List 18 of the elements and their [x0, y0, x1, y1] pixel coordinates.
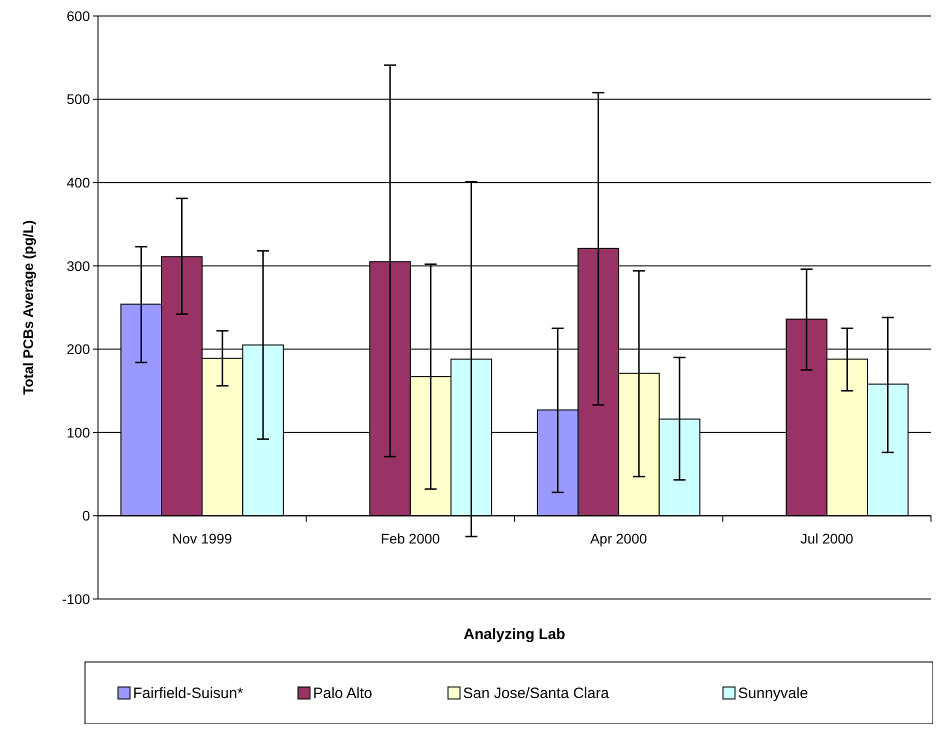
x-tick-label: Jul 2000	[800, 530, 854, 547]
legend-label: Sunnyvale	[738, 685, 808, 702]
y-tick-label: 100	[66, 424, 90, 440]
y-tick-label: 300	[66, 258, 90, 274]
y-tick-label: 0	[82, 508, 90, 524]
y-tick-label: -100	[62, 590, 90, 607]
y-tick-label: 500	[66, 91, 90, 108]
legend-label: Palo Alto	[313, 685, 372, 702]
x-tick-label: Feb 2000	[380, 530, 440, 547]
y-tick-label: 200	[66, 341, 90, 358]
x-axis-title: Analyzing Lab	[464, 626, 566, 643]
y-tick-label: 400	[66, 174, 90, 190]
legend-label: Fairfield-Suisun*	[133, 685, 244, 702]
x-tick-label: Nov 1999	[172, 530, 232, 547]
x-tick-label: Apr 2000	[590, 530, 648, 547]
y-axis-title: Total PCBs Average (pg/L)	[20, 220, 36, 395]
legend-label: San Jose/Santa Clara	[463, 685, 610, 702]
y-tick-label: 600	[66, 8, 90, 24]
